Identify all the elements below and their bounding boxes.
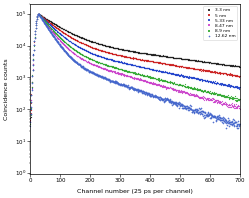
5 nm <box>238 75 241 78</box>
5.33 nm <box>197 78 200 80</box>
Y-axis label: Coincidence counts: Coincidence counts <box>4 58 9 120</box>
3.3 nm <box>63 28 66 31</box>
8.9 nm <box>63 41 66 43</box>
3.3 nm <box>29 117 32 119</box>
3.3 nm <box>208 61 211 63</box>
5.33 nm <box>61 34 64 37</box>
8.47 nm <box>197 97 200 99</box>
5.33 nm <box>208 81 211 83</box>
8.47 nm <box>61 42 64 44</box>
12.62 nm <box>197 111 200 113</box>
8.9 nm <box>29 122 32 125</box>
3.3 nm <box>182 58 185 60</box>
12.62 nm <box>238 123 241 126</box>
8.9 nm <box>115 67 118 69</box>
12.62 nm <box>182 107 185 109</box>
X-axis label: Channel number (25 ps per channel): Channel number (25 ps per channel) <box>77 189 193 194</box>
8.9 nm <box>37 12 40 15</box>
8.47 nm <box>208 98 211 101</box>
3.3 nm <box>61 27 64 30</box>
5 nm <box>182 66 185 69</box>
5 nm <box>115 53 118 56</box>
5.33 nm <box>37 12 40 15</box>
12.62 nm <box>235 127 238 129</box>
Line: 5 nm: 5 nm <box>30 13 240 121</box>
12.62 nm <box>208 113 211 115</box>
12.62 nm <box>61 47 64 49</box>
8.47 nm <box>182 91 185 93</box>
Line: 5.33 nm: 5.33 nm <box>30 13 240 126</box>
8.47 nm <box>115 72 118 74</box>
8.47 nm <box>29 120 32 122</box>
Line: 8.9 nm: 8.9 nm <box>30 13 240 124</box>
5 nm <box>61 30 64 33</box>
3.3 nm <box>37 12 40 15</box>
5.33 nm <box>63 36 66 39</box>
5.33 nm <box>115 60 118 62</box>
Line: 8.47 nm: 8.47 nm <box>30 13 240 121</box>
8.9 nm <box>61 38 64 41</box>
8.9 nm <box>208 92 211 94</box>
12.62 nm <box>37 12 40 15</box>
5 nm <box>37 12 40 15</box>
Legend: 3.3 nm, 5 nm, 5.33 nm, 8.47 nm, 8.9 nm, 12.62 nm: 3.3 nm, 5 nm, 5.33 nm, 8.47 nm, 8.9 nm, … <box>203 6 237 40</box>
5 nm <box>63 32 66 34</box>
5.33 nm <box>29 125 32 127</box>
12.62 nm <box>115 82 118 84</box>
8.47 nm <box>238 108 241 110</box>
5.33 nm <box>238 86 241 88</box>
12.62 nm <box>63 50 66 52</box>
Line: 3.3 nm: 3.3 nm <box>30 13 240 118</box>
Line: 12.62 nm: 12.62 nm <box>30 13 240 129</box>
5 nm <box>197 68 200 71</box>
5 nm <box>29 119 32 122</box>
12.62 nm <box>29 121 32 124</box>
5.33 nm <box>182 75 185 77</box>
8.9 nm <box>197 89 200 91</box>
3.3 nm <box>115 47 118 50</box>
3.3 nm <box>197 60 200 62</box>
8.47 nm <box>63 44 66 47</box>
8.47 nm <box>37 12 40 15</box>
8.9 nm <box>182 85 185 87</box>
3.3 nm <box>238 66 241 68</box>
8.9 nm <box>238 98 241 100</box>
5 nm <box>208 70 211 73</box>
